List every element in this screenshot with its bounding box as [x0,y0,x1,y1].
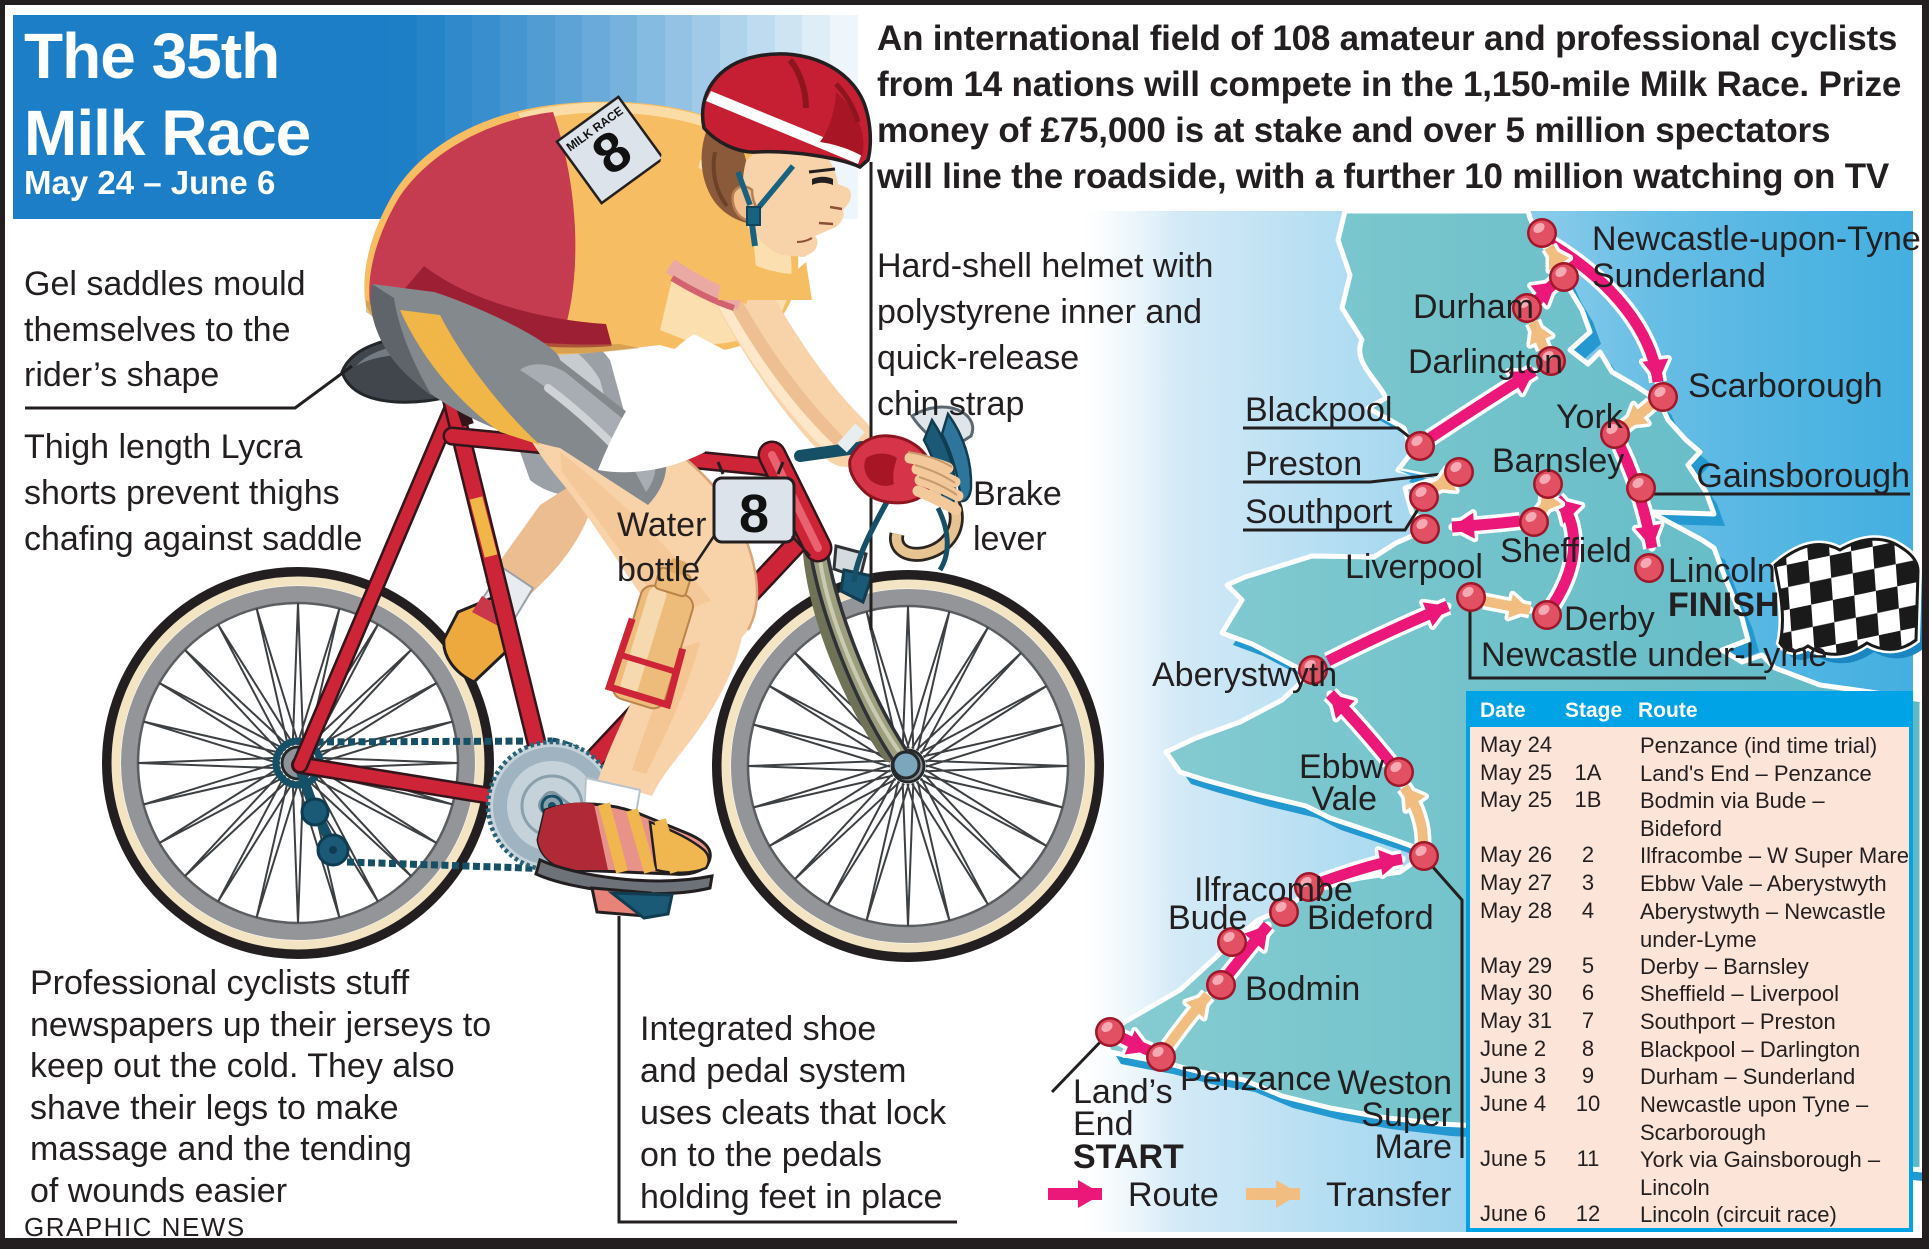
svg-text:Bude: Bude [1168,899,1247,937]
svg-text:FINISH: FINISH [1668,586,1779,624]
svg-text:Lincoln: Lincoln [1668,552,1776,590]
svg-text:Bodmin: Bodmin [1245,970,1360,1008]
svg-text:End: End [1073,1105,1134,1143]
svg-text:Gainsborough: Gainsborough [1696,457,1910,495]
svg-text:Scarborough: Scarborough [1688,367,1883,405]
svg-text:Newcastle-upon-Tyne: Newcastle-upon-Tyne [1592,220,1921,258]
svg-text:Blackpool: Blackpool [1245,391,1392,429]
svg-text:8: 8 [739,484,769,544]
svg-text:START: START [1073,1138,1184,1176]
svg-text:Sunderland: Sunderland [1592,257,1766,295]
svg-text:Darlington: Darlington [1408,343,1563,381]
svg-text:Weston: Weston [1337,1064,1452,1102]
svg-text:Liverpool: Liverpool [1345,548,1483,586]
svg-text:Penzance: Penzance [1180,1060,1331,1098]
svg-text:Sheffield: Sheffield [1500,532,1632,570]
svg-text:Route: Route [1128,1176,1219,1214]
svg-text:Preston: Preston [1245,445,1362,483]
svg-text:Ilfracombe: Ilfracombe [1194,871,1353,909]
svg-text:Newcastle under-Lyme: Newcastle under-Lyme [1481,636,1827,674]
svg-text:Derby: Derby [1564,600,1655,638]
svg-text:Southport: Southport [1245,493,1393,531]
svg-text:Vale: Vale [1311,780,1377,818]
svg-text:Land’s: Land’s [1073,1073,1173,1111]
svg-text:Super: Super [1361,1096,1452,1134]
svg-text:York: York [1556,398,1624,436]
svg-text:Barnsley: Barnsley [1492,442,1624,480]
svg-text:Aberystwyth: Aberystwyth [1152,656,1337,694]
svg-text:Mare: Mare [1375,1128,1452,1166]
svg-text:Transfer: Transfer [1326,1176,1451,1214]
svg-text:Durham: Durham [1413,288,1534,326]
svg-text:Bideford: Bideford [1307,899,1434,937]
svg-text:Ebbw: Ebbw [1299,748,1384,786]
